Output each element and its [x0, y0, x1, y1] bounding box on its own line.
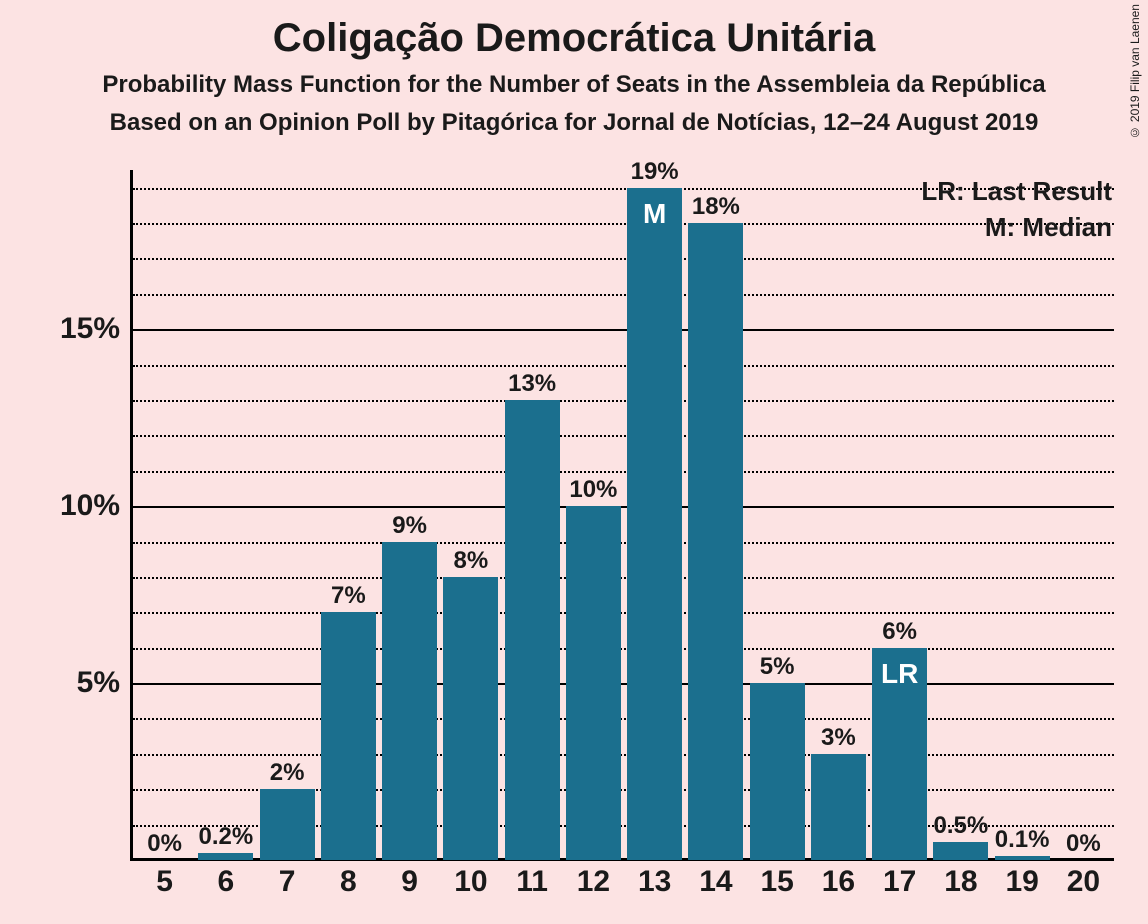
- bar-value-label: 19%: [631, 158, 679, 186]
- grid-major: [133, 683, 1114, 685]
- bar: [566, 506, 621, 860]
- y-tick-label: 15%: [60, 312, 120, 346]
- bar: [321, 612, 376, 860]
- x-tick-label: 13: [638, 865, 671, 899]
- bar-value-label: 5%: [760, 653, 795, 681]
- grid-minor: [133, 648, 1114, 650]
- bar: [505, 400, 560, 860]
- x-tick-label: 20: [1067, 865, 1100, 899]
- grid-minor: [133, 754, 1114, 756]
- grid-minor: [133, 471, 1114, 473]
- x-tick-label: 5: [156, 865, 173, 899]
- bar: [995, 856, 1050, 860]
- bar-mark: M: [643, 198, 666, 230]
- bar-value-label: 0%: [1066, 830, 1101, 858]
- bar-value-label: 2%: [270, 759, 305, 787]
- bar-value-label: 0.2%: [199, 823, 254, 851]
- bar-value-label: 13%: [508, 370, 556, 398]
- bar: [811, 754, 866, 860]
- grid-minor: [133, 400, 1114, 402]
- grid-major: [133, 506, 1114, 508]
- chart-plot-area: 5%10%15%0%50.2%62%77%89%98%1013%1110%121…: [130, 170, 1120, 860]
- bar-value-label: 10%: [569, 476, 617, 504]
- x-tick-label: 12: [577, 865, 610, 899]
- x-tick-label: 19: [1005, 865, 1038, 899]
- grid-minor: [133, 718, 1114, 720]
- bar-value-label: 0%: [147, 830, 182, 858]
- bar-value-label: 6%: [882, 618, 917, 646]
- x-tick-label: 17: [883, 865, 916, 899]
- bar: [627, 188, 682, 860]
- x-tick-label: 7: [279, 865, 296, 899]
- bar-value-label: 8%: [454, 547, 489, 575]
- x-tick-label: 14: [699, 865, 732, 899]
- chart-subtitle-1: Probability Mass Function for the Number…: [0, 71, 1148, 99]
- grid-minor: [133, 612, 1114, 614]
- bar-value-label: 7%: [331, 582, 366, 610]
- x-tick-label: 6: [218, 865, 235, 899]
- x-tick-label: 15: [760, 865, 793, 899]
- x-tick-label: 9: [401, 865, 418, 899]
- bar: [198, 853, 253, 860]
- grid-major: [133, 329, 1114, 331]
- grid-minor: [133, 542, 1114, 544]
- bar: [688, 223, 743, 860]
- x-tick-label: 16: [822, 865, 855, 899]
- copyright-text: © 2019 Filip van Laenen: [1128, 4, 1142, 139]
- bar-value-label: 9%: [392, 512, 427, 540]
- legend-m: M: Median: [985, 212, 1112, 243]
- legend-lr: LR: Last Result: [921, 176, 1112, 207]
- bar: [382, 542, 437, 860]
- chart-subtitle-2: Based on an Opinion Poll by Pitagórica f…: [0, 109, 1148, 137]
- bar: [933, 842, 988, 860]
- bar: [750, 683, 805, 860]
- grid-minor: [133, 435, 1114, 437]
- bar-mark: LR: [881, 658, 918, 690]
- grid-minor: [133, 294, 1114, 296]
- x-tick-label: 8: [340, 865, 357, 899]
- x-tick-label: 10: [454, 865, 487, 899]
- bar-value-label: 0.1%: [995, 826, 1050, 854]
- bar: [260, 789, 315, 860]
- chart-title: Coligação Democrática Unitária: [0, 0, 1148, 61]
- bar: [443, 577, 498, 860]
- bar-value-label: 0.5%: [934, 812, 989, 840]
- grid-minor: [133, 223, 1114, 225]
- bar-value-label: 18%: [692, 193, 740, 221]
- grid-minor: [133, 365, 1114, 367]
- grid-minor: [133, 258, 1114, 260]
- y-tick-label: 5%: [77, 666, 120, 700]
- y-tick-label: 10%: [60, 489, 120, 523]
- x-tick-label: 11: [516, 865, 548, 899]
- y-axis-line: [130, 170, 133, 860]
- x-tick-label: 18: [944, 865, 977, 899]
- grid-minor: [133, 577, 1114, 579]
- bar-value-label: 3%: [821, 724, 856, 752]
